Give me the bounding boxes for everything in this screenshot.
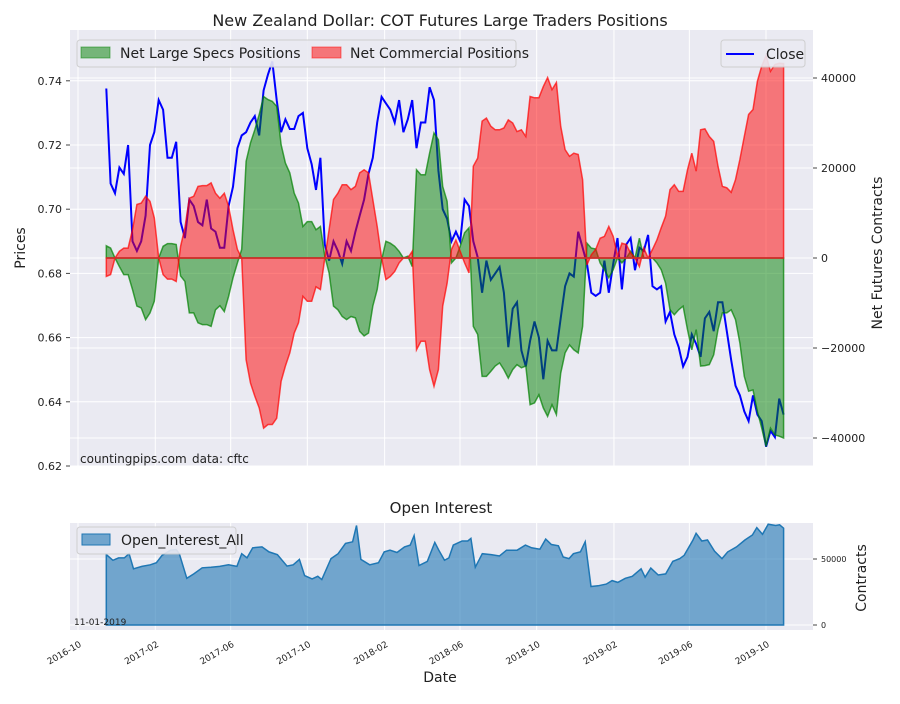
watermark-source: data: cftc bbox=[192, 452, 249, 466]
legend-label-oi: Open_Interest_All bbox=[121, 533, 244, 549]
x-axis-label: Date bbox=[423, 670, 456, 686]
oi-right-tick-label: 0 bbox=[821, 621, 826, 630]
oi-series bbox=[105, 523, 785, 626]
legend-swatch-oi bbox=[81, 533, 111, 546]
left-tick-label: 0.68 bbox=[38, 267, 63, 280]
main-series bbox=[105, 53, 785, 447]
oi-title: Open Interest bbox=[390, 499, 493, 517]
right-axis-label: Net Futures Contracts bbox=[870, 177, 886, 330]
left-tick-label: 0.74 bbox=[38, 75, 63, 88]
legend-positions: Net Large Specs Positions Net Commercial… bbox=[76, 39, 529, 68]
left-tick-label: 0.64 bbox=[38, 396, 63, 409]
main-ticks: 0.62 0.64 0.66 0.68 0.70 0.72 0.74 −40000 −20000… bbox=[38, 72, 866, 473]
chart-title: New Zealand Dollar: COT Futures Large Tr… bbox=[212, 11, 667, 30]
right-tick-label: 0 bbox=[821, 252, 828, 265]
x-tick-label: 2016-10 bbox=[46, 640, 84, 668]
x-tick-label: 2017-06 bbox=[199, 640, 237, 668]
open-interest-area bbox=[105, 523, 785, 626]
right-tick-label: −20000 bbox=[821, 342, 865, 355]
watermark-site: countingpips.com bbox=[80, 452, 187, 466]
x-tick-label: 2017-02 bbox=[123, 640, 161, 667]
x-tick-label: 2018-06 bbox=[428, 640, 466, 668]
left-tick-label: 0.70 bbox=[38, 203, 63, 216]
oi-right-tick-label: 50000 bbox=[821, 555, 846, 564]
legend-label-close: Close bbox=[766, 47, 804, 63]
x-tick-label: 2018-02 bbox=[353, 640, 391, 667]
left-axis-label: Prices bbox=[13, 227, 29, 268]
left-tick-label: 0.66 bbox=[38, 332, 63, 345]
left-tick-label: 0.62 bbox=[38, 460, 63, 473]
legend-label-specs: Net Large Specs Positions bbox=[120, 46, 301, 62]
x-tick-label: 2019-10 bbox=[734, 640, 772, 668]
right-tick-label: 40000 bbox=[821, 72, 856, 85]
legend-swatch-specs bbox=[80, 46, 111, 59]
x-tick-label: 2018-10 bbox=[505, 640, 543, 668]
legend-oi: Open_Interest_All bbox=[76, 526, 244, 555]
legend-swatch-commercial bbox=[311, 46, 342, 59]
net-large-specs-area bbox=[105, 95, 785, 447]
left-tick-label: 0.72 bbox=[38, 139, 63, 152]
x-tick-label: 2019-06 bbox=[657, 640, 695, 668]
x-tick-label: 2019-02 bbox=[582, 640, 620, 667]
right-tick-label: 20000 bbox=[821, 162, 856, 175]
legend-close: Close bbox=[720, 39, 806, 68]
net-commercial-area bbox=[105, 53, 785, 430]
oi-date-annotation: 11-01-2019 bbox=[74, 618, 127, 628]
right-tick-label: −40000 bbox=[821, 432, 865, 445]
x-tick-label: 2017-10 bbox=[275, 640, 313, 668]
oi-right-axis-label: Contracts bbox=[854, 544, 870, 612]
legend-label-commercial: Net Commercial Positions bbox=[350, 46, 529, 62]
